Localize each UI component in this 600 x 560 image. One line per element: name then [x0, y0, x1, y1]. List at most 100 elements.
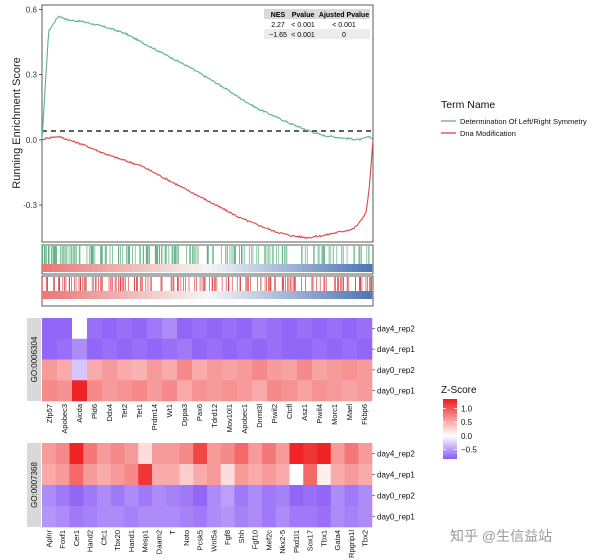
heatmap-group-strip: [27, 443, 41, 527]
heatmap-column-label: Mov10l1: [225, 404, 234, 432]
stats-cell: < 0.001: [332, 22, 356, 29]
rank-band-segment: [252, 264, 258, 272]
rank-band-segment: [67, 264, 73, 272]
heatmap-cell: [165, 443, 180, 465]
heatmap-cell: [179, 443, 194, 465]
heatmap-cell: [192, 338, 208, 360]
heatmap-cell: [237, 359, 253, 381]
heatmap-cell: [317, 464, 332, 486]
heatmap-column-labels: Aplnr Foxf1 Cer1 Hand2 Cfc1 Tbx20 Hand1 Mesp1 Da…: [44, 529, 369, 558]
heatmap-cell: [289, 464, 304, 486]
heatmap-cell: [177, 338, 193, 360]
heatmap-cell: [297, 338, 313, 360]
heatmap-cell: [262, 485, 277, 507]
heatmap-cell: [342, 359, 358, 381]
rank-band-segment: [322, 264, 328, 272]
heatmap-cell: [55, 506, 70, 528]
heatmap-cell: [87, 318, 103, 340]
rank-band-segment: [157, 264, 163, 272]
colorbar-tick-label: 0.5: [461, 418, 473, 427]
heatmap-cell: [165, 464, 180, 486]
stats-header-pvalue: Pvalue: [292, 12, 315, 19]
rank-band-segment: [122, 291, 128, 299]
heatmap-column-label: Mesp1: [141, 530, 150, 553]
heatmap-cell: [192, 318, 208, 340]
heatmap-row-label: day0_rep1: [377, 513, 415, 522]
rank-band-segment: [277, 291, 283, 299]
heatmap-cell: [69, 464, 84, 486]
heatmap-cell: [327, 318, 343, 340]
heatmap-cell: [262, 506, 277, 528]
heatmap-row-label: day0_rep2: [377, 366, 415, 375]
heatmap-cell: [303, 443, 318, 465]
heatmap-cell: [110, 485, 125, 507]
rank-band-segment: [327, 264, 333, 272]
heatmap-column-label: Pcsk5: [196, 530, 205, 550]
heatmap-column-label: Pkd1l1: [292, 530, 301, 553]
heatmap-cell: [303, 506, 318, 528]
rank-band-segment: [217, 291, 223, 299]
heatmap-cell: [69, 485, 84, 507]
heatmap-cell: [267, 380, 283, 402]
heatmap-cell: [42, 338, 58, 360]
heatmap-cell: [282, 318, 298, 340]
heatmap-cell: [193, 485, 208, 507]
rank-band-segment: [177, 264, 183, 272]
heatmap-cell: [327, 359, 343, 381]
legend-entry-left-right-symmetry: Determination Of Left/Right Symmetry: [460, 117, 587, 126]
heatmap-cell: [207, 485, 222, 507]
rank-band-segment: [297, 291, 303, 299]
heatmap-cell: [207, 359, 223, 381]
heatmap-cell: [317, 485, 332, 507]
heatmap-cell: [344, 464, 359, 486]
rank-band-segment: [247, 291, 253, 299]
rank-band-segment: [187, 291, 193, 299]
heatmap-cell: [102, 359, 118, 381]
heatmap-cell: [102, 338, 118, 360]
heatmap-cell: [147, 359, 163, 381]
heatmap-row-label: day0_rep2: [377, 492, 415, 501]
heatmap-cell: [358, 485, 373, 507]
heatmap-cell: [267, 318, 283, 340]
rank-band-segment: [342, 291, 348, 299]
heatmap-cell: [327, 338, 343, 360]
heatmap-cell: [83, 464, 98, 486]
heatmap-cell: [138, 464, 153, 486]
stats-cell: < 0.001: [291, 32, 315, 39]
rank-strips-content: [41, 246, 373, 299]
heatmap-cell: [207, 380, 223, 402]
rank-band-segment: [72, 264, 78, 272]
rank-band-segment: [47, 264, 53, 272]
heatmap-column-label: Daam2: [154, 530, 163, 554]
legend-entry-dna-modification: Dna Modification: [460, 129, 516, 138]
rank-band-segment: [102, 264, 108, 272]
colorbar-tick-label: 1.0: [461, 405, 473, 414]
heatmap-cell: [297, 380, 313, 402]
rank-band-segment: [107, 291, 113, 299]
stats-header-nes: NES: [271, 12, 286, 19]
heatmap-cell: [303, 464, 318, 486]
rank-band-segment: [367, 291, 373, 299]
heatmap-cells: [42, 318, 373, 402]
heatmap-cell: [252, 359, 268, 381]
rank-band-segment: [132, 291, 138, 299]
heatmap-cell: [97, 443, 112, 465]
rank-band-segment: [332, 291, 338, 299]
y-axis-label: Running Enrichment Score: [11, 57, 23, 188]
heatmap-cell: [124, 485, 139, 507]
rank-band-segment: [97, 264, 103, 272]
rank-band-segment: [362, 264, 368, 272]
heatmap-column-label: Fgf8: [223, 530, 232, 545]
heatmap-cell: [262, 464, 277, 486]
heatmap-cell: [132, 380, 148, 402]
rank-band-segment: [322, 291, 328, 299]
heatmap-cell: [297, 359, 313, 381]
heatmap-cell: [97, 485, 112, 507]
rank-band-segment: [237, 264, 243, 272]
rank-band-segment: [257, 291, 263, 299]
heatmap-column-labels: Zfp57 Apobec3 Aicda Pld6 Ddx4 Tet2 Tet1 Prdm14 W…: [45, 403, 369, 433]
legend-title: Term Name: [441, 99, 495, 111]
rank-band-segment: [117, 291, 123, 299]
heatmap-row-label: day4_rep2: [377, 450, 415, 459]
rank-band-segment: [62, 291, 68, 299]
